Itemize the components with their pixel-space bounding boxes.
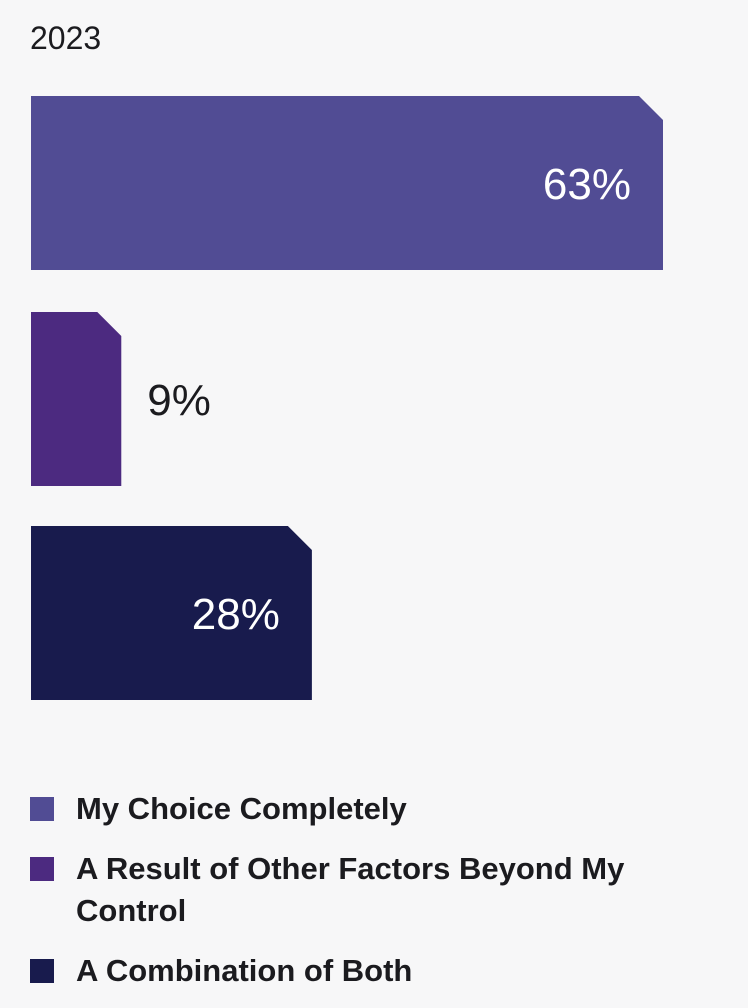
bar-label-my-choice: 63% [543, 160, 631, 209]
legend-label-my-choice: My Choice Completely [76, 791, 407, 826]
legend-label-combination: A Combination of Both [76, 953, 413, 988]
bar-label-other-factors: 9% [147, 376, 211, 425]
legend-swatch-my-choice [30, 797, 54, 821]
bar-chart: 63% 9% 28% [31, 96, 663, 700]
bar-label-combination: 28% [192, 590, 280, 639]
bar-other-factors [31, 312, 122, 486]
legend-item-my-choice: My Choice Completely [30, 788, 630, 830]
bar-combination [31, 526, 312, 700]
legend-item-combination: A Combination of Both [30, 950, 630, 992]
legend-item-other-factors: A Result of Other Factors Beyond My Cont… [30, 848, 630, 932]
legend-swatch-combination [30, 959, 54, 983]
legend-swatch-other-factors [30, 857, 54, 881]
legend-label-other-factors: A Result of Other Factors Beyond My Cont… [76, 851, 625, 928]
bar-my-choice [31, 96, 663, 270]
chart-title: 2023 [30, 20, 102, 56]
legend: My Choice Completely A Result of Other F… [30, 788, 630, 992]
